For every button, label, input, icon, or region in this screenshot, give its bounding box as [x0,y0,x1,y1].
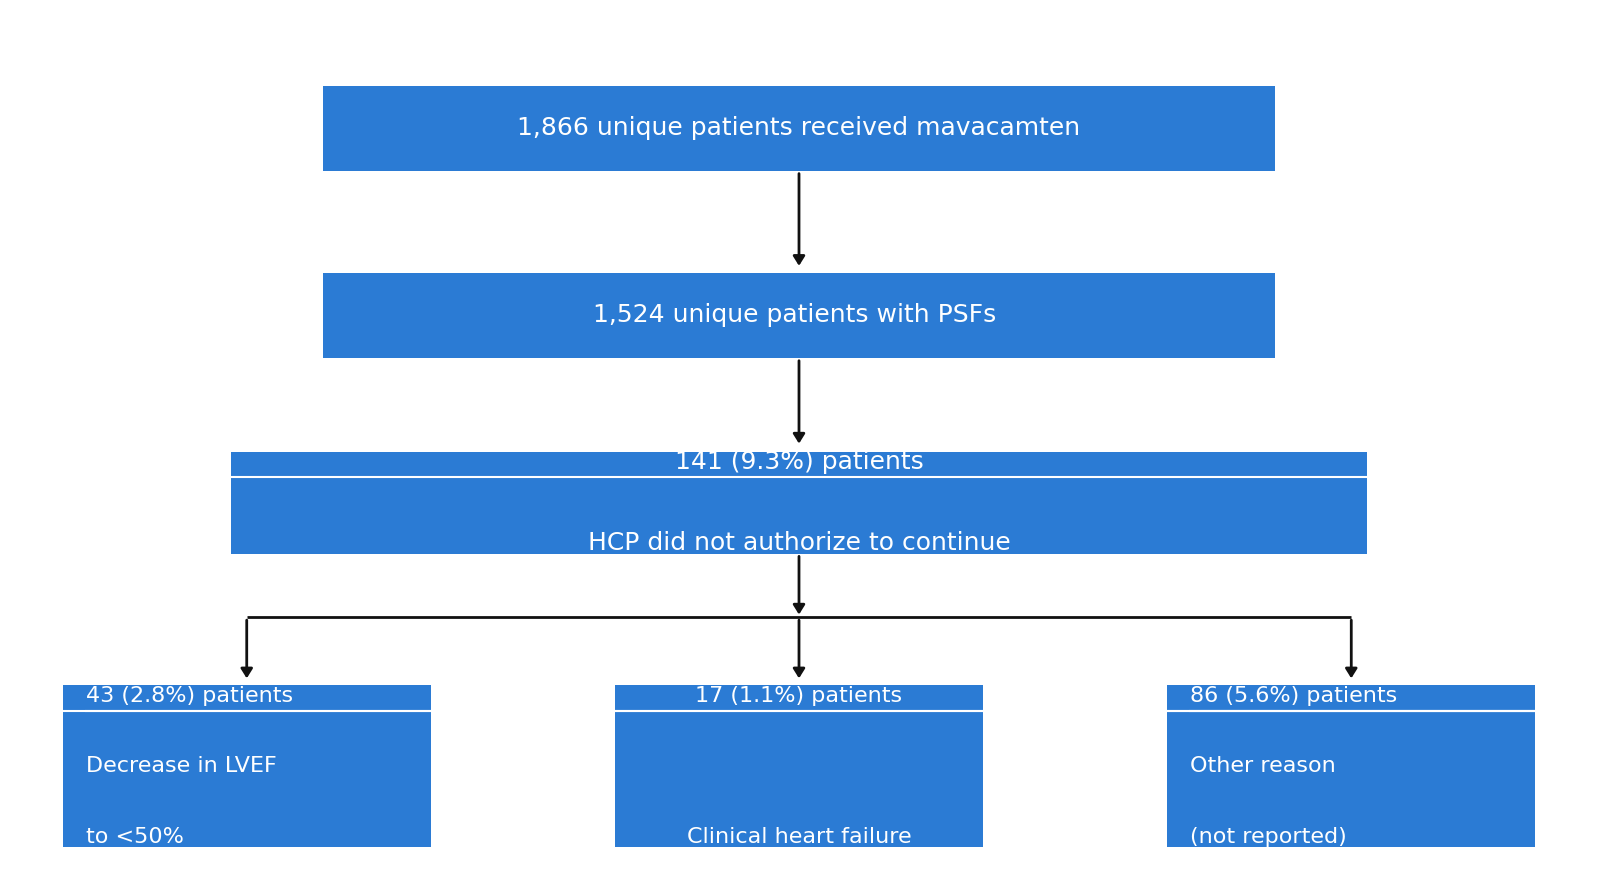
Text: Other reason: Other reason [1191,757,1336,776]
Text: 43 (2.8%) patients: 43 (2.8%) patients [86,686,292,705]
Text: Decrease in LVEF: Decrease in LVEF [86,757,276,776]
Text: 1,866 unique patients received mavacamten: 1,866 unique patients received mavacamte… [518,116,1080,140]
FancyBboxPatch shape [323,86,1275,171]
Text: to <50%: to <50% [86,827,184,847]
Text: (not reported): (not reported) [1191,827,1347,847]
FancyBboxPatch shape [62,686,431,847]
FancyBboxPatch shape [615,686,983,847]
FancyBboxPatch shape [323,273,1275,358]
FancyBboxPatch shape [1167,686,1536,847]
Text: 86 (5.6%) patients: 86 (5.6%) patients [1191,686,1397,705]
Text: 141 (9.3%) patients: 141 (9.3%) patients [674,450,924,474]
Text: 1,524 unique patients with PSFs: 1,524 unique patients with PSFs [593,303,1005,328]
FancyBboxPatch shape [232,452,1366,554]
Text: 17 (1.1%) patients: 17 (1.1%) patients [695,686,903,705]
Text: Clinical heart failure: Clinical heart failure [687,827,911,847]
Text: HCP did not authorize to continue: HCP did not authorize to continue [588,532,1010,556]
